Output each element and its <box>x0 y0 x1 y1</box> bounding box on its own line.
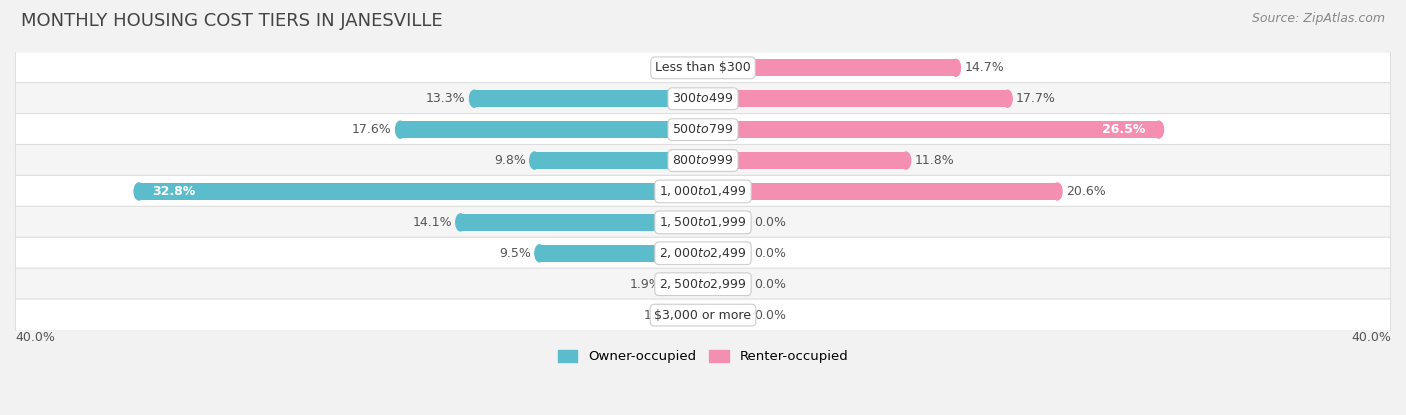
Bar <box>703 276 747 293</box>
FancyBboxPatch shape <box>15 299 1391 331</box>
Text: 1.1%: 1.1% <box>644 309 675 322</box>
Legend: Owner-occupied, Renter-occupied: Owner-occupied, Renter-occupied <box>553 344 853 369</box>
FancyBboxPatch shape <box>15 52 1391 84</box>
Text: $800 to $999: $800 to $999 <box>672 154 734 167</box>
Circle shape <box>699 183 707 200</box>
Bar <box>685 307 703 324</box>
Circle shape <box>665 276 675 293</box>
Text: 9.8%: 9.8% <box>494 154 526 167</box>
Circle shape <box>741 245 751 262</box>
Bar <box>669 59 703 76</box>
Text: $300 to $499: $300 to $499 <box>672 92 734 105</box>
Bar <box>703 59 956 76</box>
Circle shape <box>699 152 707 169</box>
Bar <box>703 121 1159 138</box>
FancyBboxPatch shape <box>15 83 1391 115</box>
Text: $2,500 to $2,999: $2,500 to $2,999 <box>659 277 747 291</box>
Circle shape <box>1002 90 1012 107</box>
Circle shape <box>699 59 707 76</box>
Bar <box>703 152 905 169</box>
FancyBboxPatch shape <box>15 206 1391 239</box>
Text: Less than $300: Less than $300 <box>655 61 751 74</box>
Text: 11.8%: 11.8% <box>914 154 955 167</box>
Circle shape <box>699 90 707 107</box>
Circle shape <box>679 307 689 324</box>
Text: 9.5%: 9.5% <box>499 247 531 260</box>
Text: $1,000 to $1,499: $1,000 to $1,499 <box>659 184 747 198</box>
Circle shape <box>699 214 707 231</box>
Circle shape <box>664 59 673 76</box>
Bar <box>703 307 747 324</box>
FancyBboxPatch shape <box>15 114 1391 146</box>
Circle shape <box>699 121 707 138</box>
Text: 13.3%: 13.3% <box>426 92 465 105</box>
Circle shape <box>699 152 707 169</box>
Text: 14.1%: 14.1% <box>412 216 451 229</box>
Circle shape <box>1154 121 1164 138</box>
Text: 17.7%: 17.7% <box>1017 92 1056 105</box>
Circle shape <box>699 121 707 138</box>
Circle shape <box>950 59 960 76</box>
Text: $500 to $799: $500 to $799 <box>672 123 734 136</box>
Circle shape <box>741 276 751 293</box>
Text: 0.0%: 0.0% <box>755 278 786 290</box>
Bar <box>540 245 703 262</box>
Text: 40.0%: 40.0% <box>15 331 55 344</box>
Text: 40.0%: 40.0% <box>1351 331 1391 344</box>
Circle shape <box>741 307 751 324</box>
FancyBboxPatch shape <box>15 144 1391 177</box>
FancyBboxPatch shape <box>15 268 1391 300</box>
Circle shape <box>534 245 544 262</box>
Circle shape <box>395 121 405 138</box>
Text: $3,000 or more: $3,000 or more <box>655 309 751 322</box>
Text: 0.0%: 0.0% <box>755 309 786 322</box>
Circle shape <box>1053 183 1062 200</box>
Circle shape <box>699 307 707 324</box>
Circle shape <box>699 276 707 293</box>
Text: Source: ZipAtlas.com: Source: ZipAtlas.com <box>1251 12 1385 25</box>
Bar <box>703 183 1057 200</box>
Bar <box>703 245 747 262</box>
Circle shape <box>741 214 751 231</box>
Bar <box>139 183 703 200</box>
Circle shape <box>530 152 538 169</box>
Circle shape <box>699 90 707 107</box>
Bar <box>703 214 747 231</box>
Circle shape <box>456 214 465 231</box>
Text: 20.6%: 20.6% <box>1066 185 1105 198</box>
Circle shape <box>699 307 707 324</box>
Bar <box>671 276 703 293</box>
Circle shape <box>699 183 707 200</box>
Circle shape <box>699 276 707 293</box>
Text: MONTHLY HOUSING COST TIERS IN JANESVILLE: MONTHLY HOUSING COST TIERS IN JANESVILLE <box>21 12 443 30</box>
Circle shape <box>699 245 707 262</box>
Text: 26.5%: 26.5% <box>1102 123 1144 136</box>
Circle shape <box>699 59 707 76</box>
Text: $1,500 to $1,999: $1,500 to $1,999 <box>659 215 747 229</box>
Circle shape <box>470 90 479 107</box>
Bar <box>474 90 703 107</box>
Circle shape <box>699 245 707 262</box>
Circle shape <box>699 214 707 231</box>
Text: 0.0%: 0.0% <box>755 247 786 260</box>
Bar <box>461 214 703 231</box>
Text: 14.7%: 14.7% <box>965 61 1004 74</box>
Circle shape <box>134 183 143 200</box>
Bar <box>703 90 1008 107</box>
Text: 17.6%: 17.6% <box>352 123 392 136</box>
Text: 0.0%: 0.0% <box>755 216 786 229</box>
Bar <box>401 121 703 138</box>
Text: 1.9%: 1.9% <box>630 278 662 290</box>
Circle shape <box>901 152 911 169</box>
FancyBboxPatch shape <box>15 237 1391 269</box>
Text: 0.0%: 0.0% <box>662 61 695 74</box>
Text: $2,000 to $2,499: $2,000 to $2,499 <box>659 246 747 260</box>
Text: 32.8%: 32.8% <box>153 185 195 198</box>
FancyBboxPatch shape <box>15 176 1391 208</box>
Bar <box>534 152 703 169</box>
